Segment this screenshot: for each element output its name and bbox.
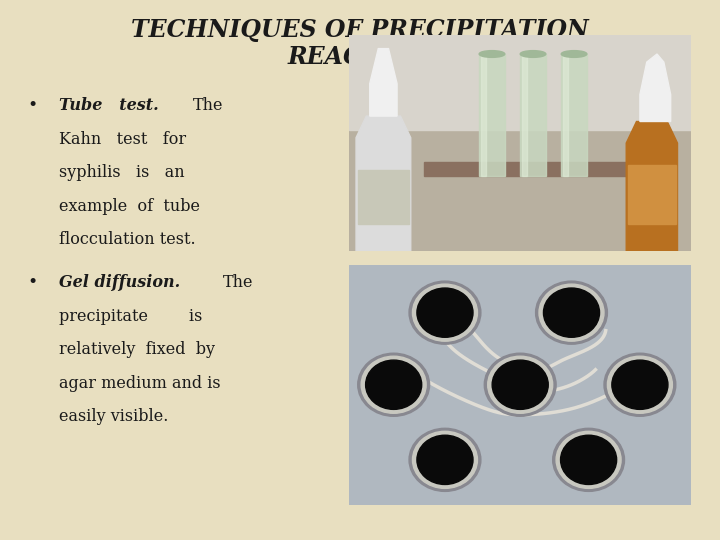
Text: •: • xyxy=(27,97,37,114)
Text: agar medium and is: agar medium and is xyxy=(59,375,220,392)
Bar xyxy=(358,170,409,224)
Circle shape xyxy=(417,435,473,484)
Text: flocculation test.: flocculation test. xyxy=(59,231,196,248)
Circle shape xyxy=(358,353,430,416)
Text: Gel diffusion.: Gel diffusion. xyxy=(59,274,180,291)
Ellipse shape xyxy=(561,51,587,57)
Bar xyxy=(628,165,676,224)
Circle shape xyxy=(612,360,668,409)
Circle shape xyxy=(492,360,548,409)
Text: TECHNIQUES OF PRECIPITATION: TECHNIQUES OF PRECIPITATION xyxy=(131,18,589,42)
Bar xyxy=(425,162,629,176)
Ellipse shape xyxy=(480,51,505,57)
Polygon shape xyxy=(640,54,671,122)
Circle shape xyxy=(361,356,426,413)
Text: example  of  tube: example of tube xyxy=(59,198,200,214)
Circle shape xyxy=(553,428,624,491)
Text: easily visible.: easily visible. xyxy=(59,408,168,425)
Bar xyxy=(562,54,587,176)
Text: •: • xyxy=(27,274,37,291)
Bar xyxy=(480,54,505,176)
Circle shape xyxy=(556,431,621,488)
Ellipse shape xyxy=(520,51,546,57)
Bar xyxy=(520,54,546,176)
Circle shape xyxy=(539,284,604,341)
Circle shape xyxy=(536,281,608,344)
Circle shape xyxy=(604,353,676,416)
Bar xyxy=(563,54,568,176)
Text: syphilis   is   an: syphilis is an xyxy=(59,164,184,181)
Circle shape xyxy=(485,353,556,416)
Circle shape xyxy=(544,288,600,338)
Circle shape xyxy=(409,428,481,491)
Circle shape xyxy=(417,288,473,338)
Circle shape xyxy=(487,356,553,413)
Circle shape xyxy=(413,284,477,341)
Bar xyxy=(349,35,691,130)
Text: REACTION: REACTION xyxy=(287,45,433,69)
Text: Kahn   test   for: Kahn test for xyxy=(59,131,186,147)
Bar xyxy=(522,54,527,176)
Text: Tube   test.: Tube test. xyxy=(59,97,159,114)
Circle shape xyxy=(366,360,422,409)
Circle shape xyxy=(561,435,616,484)
Text: The: The xyxy=(223,274,253,291)
Polygon shape xyxy=(370,49,397,116)
Polygon shape xyxy=(626,122,678,251)
Text: precipitate        is: precipitate is xyxy=(59,308,202,325)
Text: The: The xyxy=(193,97,223,114)
Circle shape xyxy=(413,431,477,488)
Bar xyxy=(481,54,486,176)
Circle shape xyxy=(409,281,481,344)
Circle shape xyxy=(608,356,672,413)
Polygon shape xyxy=(356,116,410,251)
Text: relatively  fixed  by: relatively fixed by xyxy=(59,341,215,358)
